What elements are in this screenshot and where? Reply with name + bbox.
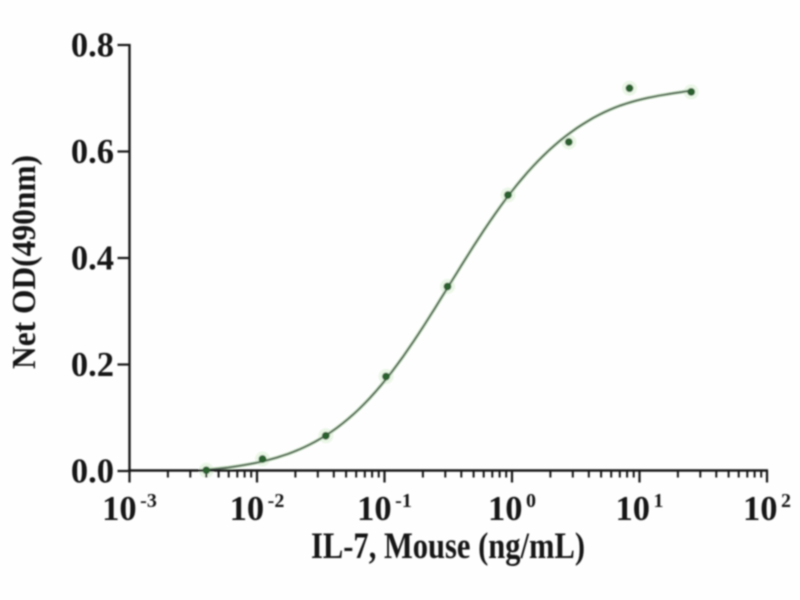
svg-text:10-3: 10 -3 xyxy=(102,490,157,528)
svg-text:100: 10 0 xyxy=(488,490,536,528)
svg-text:0.2: 0.2 xyxy=(71,346,114,384)
svg-text:IL-7, Mouse (ng/mL): IL-7, Mouse (ng/mL) xyxy=(311,526,585,567)
svg-text:0.4: 0.4 xyxy=(71,240,114,278)
svg-text:10-1: 10 -1 xyxy=(357,490,412,528)
svg-text:Net OD(490nm): Net OD(490nm) xyxy=(6,155,43,369)
svg-text:0.8: 0.8 xyxy=(71,27,114,65)
svg-text:10-2: 10 -2 xyxy=(230,490,285,528)
svg-text:0.6: 0.6 xyxy=(71,133,114,171)
svg-text:0.0: 0.0 xyxy=(71,453,114,491)
svg-text:102: 10 2 xyxy=(743,490,791,528)
svg-text:101: 10 1 xyxy=(616,490,664,528)
